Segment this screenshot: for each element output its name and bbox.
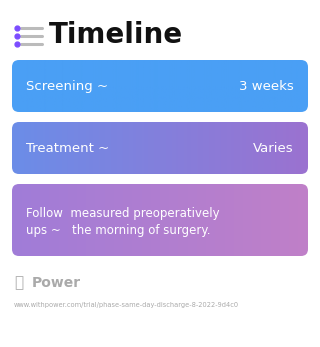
Text: Ⓟ: Ⓟ xyxy=(14,276,23,290)
Text: ups ~   the morning of surgery.: ups ~ the morning of surgery. xyxy=(26,223,211,237)
Text: 3 weeks: 3 weeks xyxy=(239,79,294,93)
Text: Timeline: Timeline xyxy=(49,21,183,49)
Text: Treatment ~: Treatment ~ xyxy=(26,142,109,154)
Text: Power: Power xyxy=(32,276,81,290)
Text: www.withpower.com/trial/phase-same-day-discharge-8-2022-9d4c0: www.withpower.com/trial/phase-same-day-d… xyxy=(14,302,239,308)
Text: Screening ~: Screening ~ xyxy=(26,79,108,93)
Text: Varies: Varies xyxy=(253,142,294,154)
Text: Follow  measured preoperatively: Follow measured preoperatively xyxy=(26,206,220,220)
